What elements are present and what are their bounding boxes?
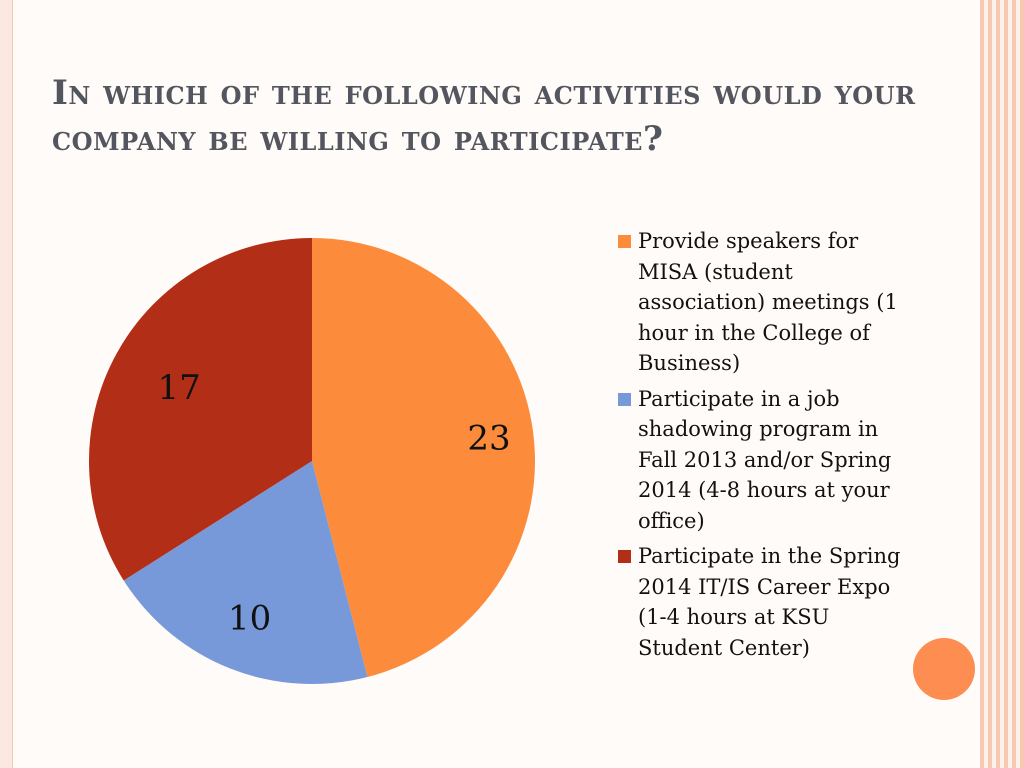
decorative-orange-circle xyxy=(913,638,975,700)
legend-label-job-shadowing: Participate in a job shadowing program i… xyxy=(638,386,892,533)
legend-item-career-expo: Participate in the Spring 2014 IT/IS Car… xyxy=(618,541,918,663)
pie-slice-career-expo xyxy=(88,238,312,581)
data-label-speakers: 23 xyxy=(467,419,510,459)
pie-chart: 23 10 17 xyxy=(60,215,580,715)
slide-title: In which of the following activities wou… xyxy=(52,73,916,159)
legend-swatch-career-expo xyxy=(618,550,631,563)
legend-label-career-expo: Participate in the Spring 2014 IT/IS Car… xyxy=(638,544,901,660)
data-label-career-expo: 17 xyxy=(157,368,200,408)
pie-slice-speakers xyxy=(312,238,535,677)
data-label-job-shadowing: 10 xyxy=(228,599,271,639)
right-stripe-border xyxy=(980,0,1024,768)
chart-legend: Provide speakers for MISA (student assoc… xyxy=(618,226,918,668)
pie-slice-job-shadowing xyxy=(123,461,368,684)
pie-chart-svg: 23 10 17 xyxy=(88,238,535,684)
legend-label-speakers: Provide speakers for MISA (student assoc… xyxy=(638,229,898,375)
legend-item-job-shadowing: Participate in a job shadowing program i… xyxy=(618,384,918,537)
legend-swatch-job-shadowing xyxy=(618,392,631,406)
legend-swatch-speakers xyxy=(618,235,631,248)
left-frame-border xyxy=(0,0,13,768)
legend-item-speakers: Provide speakers for MISA (student assoc… xyxy=(618,226,918,379)
